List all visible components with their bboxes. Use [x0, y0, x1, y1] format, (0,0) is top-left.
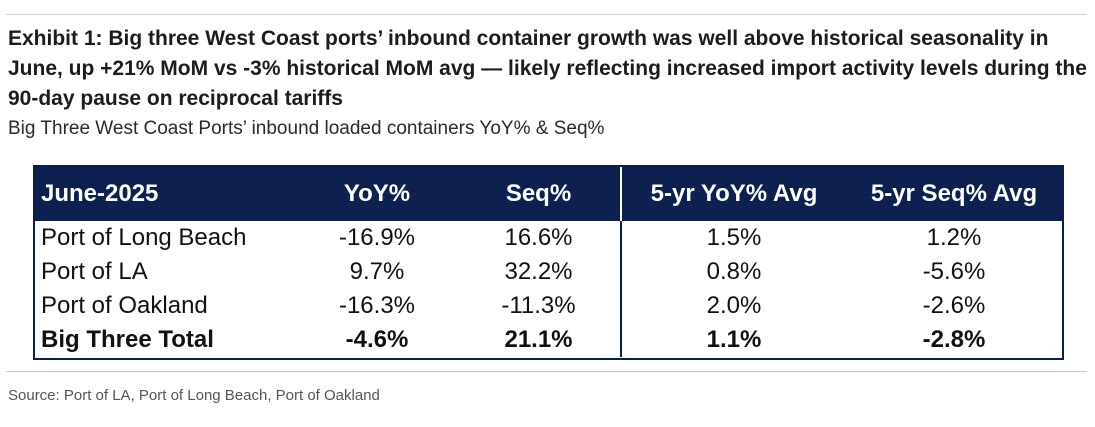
table-header-row: June-2025 YoY% Seq% 5-yr YoY% Avg 5-yr S… [35, 167, 1062, 221]
row-label: Big Three Total [41, 326, 214, 353]
exhibit-title: Exhibit 1: Big three West Coast ports’ i… [8, 27, 1087, 110]
source-note: Source: Port of LA, Port of Long Beach, … [8, 387, 380, 404]
data-table-container: June-2025 YoY% Seq% 5-yr YoY% Avg 5-yr S… [33, 165, 1064, 360]
cell-5yr-yoy-avg: 1.1% [620, 323, 846, 357]
exhibit-subtitle: Big Three West Coast Ports’ inbound load… [8, 118, 605, 139]
header-period: June-2025 [41, 180, 159, 207]
cell-5yr-yoy-avg: 0.8% [620, 255, 846, 289]
header-yoy: YoY% [343, 180, 411, 207]
cell-5yr-seq-avg: -5.6% [922, 258, 986, 285]
cell-yoy: -16.9% [338, 224, 416, 251]
cell-5yr-seq-avg: 1.2% [926, 224, 982, 251]
row-label: Port of Oakland [41, 292, 208, 319]
cell-5yr-seq-avg: -2.6% [922, 292, 986, 319]
header-5yr-seq-avg: 5-yr Seq% Avg [870, 180, 1038, 207]
cell-seq: 21.1% [504, 326, 573, 353]
cell-seq: 32.2% [504, 258, 573, 285]
header-5yr-yoy-avg: 5-yr YoY% Avg [620, 167, 846, 221]
top-divider [6, 14, 1087, 15]
cell-yoy: -16.3% [338, 292, 416, 319]
port-growth-table: June-2025 YoY% Seq% 5-yr YoY% Avg 5-yr S… [35, 167, 1062, 357]
table-row: Port of LA 9.7% 32.2% 0.8% -5.6% [35, 255, 1062, 289]
cell-seq: -11.3% [501, 292, 576, 319]
cell-5yr-yoy-avg: 2.0% [620, 289, 846, 323]
table-row: Port of Oakland -16.3% -11.3% 2.0% -2.6% [35, 289, 1062, 323]
table-row: Port of Long Beach -16.9% 16.6% 1.5% 1.2… [35, 221, 1062, 255]
cell-yoy: 9.7% [349, 258, 405, 285]
cell-yoy: -4.6% [345, 326, 409, 353]
bottom-divider [6, 371, 1087, 372]
row-label: Port of Long Beach [41, 224, 247, 251]
header-seq: Seq% [505, 180, 572, 207]
cell-5yr-yoy-avg: 1.5% [620, 221, 846, 255]
cell-seq: 16.6% [504, 224, 573, 251]
row-label: Port of LA [41, 258, 148, 285]
table-row-total: Big Three Total -4.6% 21.1% 1.1% -2.8% [35, 323, 1062, 357]
cell-5yr-seq-avg: -2.8% [922, 326, 986, 353]
